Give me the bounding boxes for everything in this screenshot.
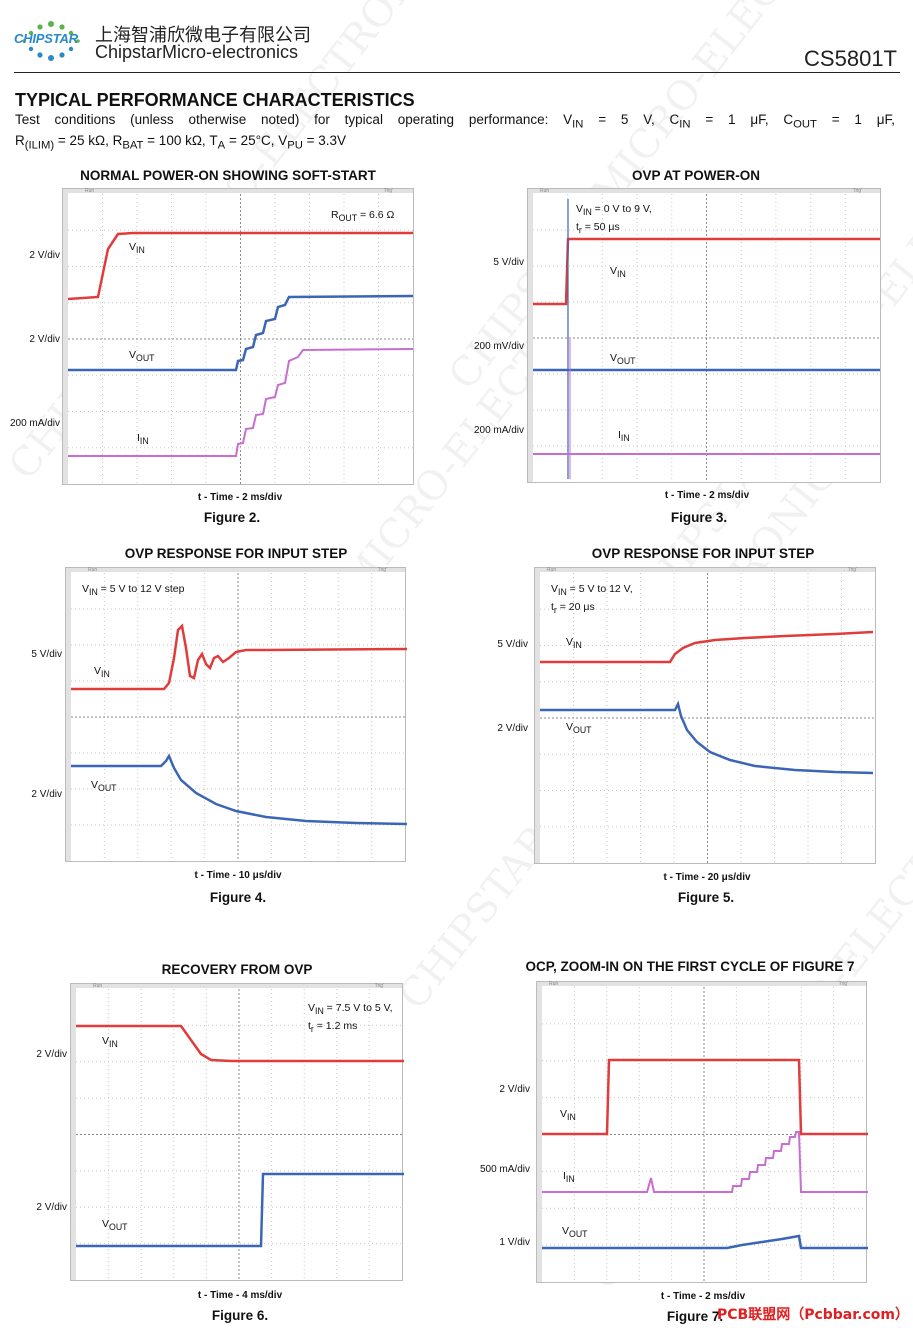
scope-traces [533, 194, 880, 482]
div-label: 2 V/div [29, 250, 60, 261]
iin-trace [542, 1131, 868, 1193]
annotation: VIN = 5 V to 12 V, [551, 583, 633, 598]
trace-label: VOUT [129, 349, 155, 364]
trace-label: VIN [129, 241, 145, 256]
trace-label: VOUT [562, 1225, 588, 1240]
annotation: VIN = 7.5 V to 5 V, [308, 1002, 393, 1017]
oscilloscope-plot: Run Trig' VIN = 0 V to 9 V, tr = 50 μs VI… [527, 188, 881, 483]
time-axis-label: t - Time - 2 ms/div [660, 1291, 746, 1302]
time-axis-label: t - Time - 4 ms/div [197, 1290, 283, 1301]
oscilloscope-plot: Run Trig' VIN IIN VOUT [536, 981, 868, 1283]
trace-label: VIN [102, 1035, 118, 1050]
figure-title: NORMAL POWER-ON SHOWING SOFT-START [80, 168, 376, 183]
annotation: tr = 50 μs [576, 221, 620, 236]
div-label: 200 mA/div [473, 425, 524, 436]
vout-trace [71, 753, 408, 826]
div-label: 1 V/div [499, 1237, 530, 1248]
figure-caption: Figure 7. [666, 1309, 724, 1324]
figure-caption: Figure 2. [203, 510, 261, 525]
div-label: 5 V/div [493, 257, 524, 268]
vin-trace [71, 623, 408, 691]
time-axis-label: t - Time - 2 ms/div [664, 490, 750, 501]
div-label: 5 V/div [497, 639, 528, 650]
figure-title: RECOVERY FROM OVP [161, 962, 313, 977]
div-label: 2 V/div [36, 1049, 67, 1060]
footer-watermark: PCB联盟网（Pcbbar.com） [717, 1307, 909, 1323]
iin-trace [68, 348, 414, 457]
figure-caption: Figure 4. [209, 890, 267, 905]
annotation: tr = 1.2 ms [308, 1020, 358, 1035]
graticule [76, 989, 402, 1280]
company-logo [22, 21, 80, 61]
figure-title: OVP AT POWER-ON [631, 168, 761, 183]
scope-traces [76, 989, 404, 1280]
oscilloscope-plot: Run Trig' ROUT = 6.6 Ω VIN VOUT IIN [62, 188, 414, 485]
div-label: 200 mA/div [9, 418, 60, 429]
graticule [540, 573, 875, 863]
scope-traces [67, 194, 414, 484]
scope-traces [71, 573, 408, 861]
company-name-cn: 上海智浦欣微电子有限公司 [95, 25, 311, 45]
figure-caption: Figure 5. [677, 890, 735, 905]
time-axis-label: t - Time - 20 μs/div [663, 872, 751, 883]
company-name-en: ChipstarMicro-electronics [95, 42, 299, 62]
oscilloscope-plot: Run Trig' VIN = 7.5 V to 5 V, tr = 1.2 ms… [70, 983, 404, 1281]
graticule [533, 194, 880, 482]
trace-label: VOUT [566, 721, 592, 736]
vin-trace [67, 231, 413, 301]
trace-label: VIN [610, 265, 626, 280]
trace-label: IIN [563, 1170, 575, 1185]
annotation: ROUT = 6.6 Ω [331, 209, 395, 224]
graticule [68, 194, 413, 484]
vin-trace [542, 1058, 868, 1136]
oscilloscope-plot: Run Trig' VIN = 5 V to 12 V step VIN VOUT [65, 567, 408, 862]
trace-label: VOUT [91, 779, 117, 794]
annotation: VIN = 5 V to 12 V step [82, 583, 185, 598]
part-number: CS5801T [804, 46, 897, 71]
time-axis-label: t - Time - 2 ms/div [197, 492, 283, 503]
trace-label: VOUT [102, 1218, 128, 1233]
div-label: 500 mA/div [479, 1164, 530, 1175]
section-title: TYPICAL PERFORMANCE CHARACTERISTICS [15, 90, 415, 110]
test-conditions: Test conditions (unless otherwise noted)… [15, 112, 895, 152]
figure-caption: Figure 6. [211, 1308, 269, 1323]
div-label: 200 mV/div [473, 341, 524, 352]
div-label: 2 V/div [497, 723, 528, 734]
logo-wordmark: CHIPSTAR [14, 31, 78, 46]
vout-trace [540, 700, 874, 775]
trace-label: VIN [566, 636, 582, 651]
trace-label: VOUT [610, 352, 636, 367]
vout-trace [542, 1234, 868, 1250]
oscilloscope-plot: Run Trig' VIN = 5 V to 12 V, tr = 20 μs V… [534, 567, 876, 864]
time-axis-label: t - Time - 10 μs/div [194, 870, 282, 881]
figure-title: OVP RESPONSE FOR INPUT STEP [591, 546, 815, 561]
graticule [71, 573, 405, 861]
annotation: tr = 20 μs [551, 601, 595, 616]
div-label: 2 V/div [29, 334, 60, 345]
trace-label: IIN [137, 432, 149, 447]
div-label: 2 V/div [31, 789, 62, 800]
header-rule [14, 72, 900, 73]
figure-title: OCP, ZOOM-IN ON THE FIRST CYCLE OF FIGUR… [525, 959, 855, 974]
scope-traces [540, 573, 875, 863]
vout-trace [76, 1172, 404, 1248]
div-label: 2 V/div [36, 1202, 67, 1213]
vin-trace [533, 237, 880, 306]
trace-label: VIN [560, 1108, 576, 1123]
figure-title: OVP RESPONSE FOR INPUT STEP [124, 546, 348, 561]
trace-label: IIN [618, 429, 630, 444]
vin-trace [540, 630, 874, 664]
figure-caption: Figure 3. [670, 510, 728, 525]
div-label: 5 V/div [31, 649, 62, 660]
annotation: VIN = 0 V to 9 V, [576, 203, 652, 218]
div-label: 2 V/div [499, 1084, 530, 1095]
scope-traces [542, 987, 868, 1282]
vout-trace [68, 294, 414, 372]
trace-label: VIN [94, 665, 110, 680]
vin-trace [76, 1024, 404, 1063]
